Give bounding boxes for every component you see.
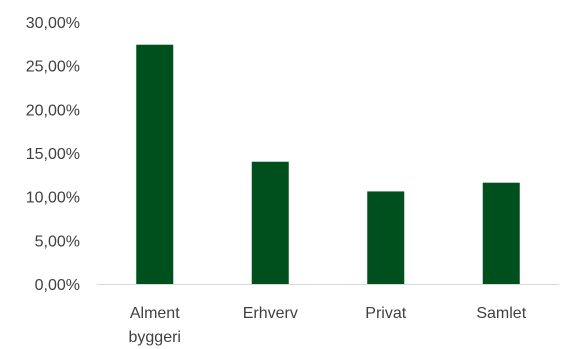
bars	[136, 44, 520, 284]
y-tick-label: 30,00%	[26, 15, 80, 32]
y-tick-label: 5,00%	[35, 233, 80, 250]
y-tick-label: 25,00%	[26, 59, 80, 76]
x-category-label: Erhverv	[243, 305, 298, 322]
x-axis-category-labels: Alment byggeri Erhverv Privat Samlet	[129, 305, 527, 346]
x-category-label-line: Privat	[365, 305, 406, 322]
y-axis-tick-labels: 0,00% 5,00% 10,00% 15,00% 20,00% 25,00% 30,00%	[26, 15, 80, 294]
x-category-label-line: byggeri	[129, 329, 181, 346]
x-category-label: Alment byggeri	[129, 305, 181, 346]
x-category-label-line: Erhverv	[243, 305, 298, 322]
x-category-label-line: Samlet	[476, 305, 526, 322]
x-category-label: Privat	[365, 305, 406, 322]
y-tick-label: 20,00%	[26, 102, 80, 119]
y-tick-label: 15,00%	[26, 146, 80, 163]
x-category-label: Samlet	[476, 305, 526, 322]
bar	[482, 182, 520, 284]
bar	[136, 44, 174, 284]
x-category-label-line: Alment	[130, 305, 180, 322]
bar	[367, 191, 405, 284]
bar	[251, 161, 289, 284]
y-tick-label: 10,00%	[26, 190, 80, 207]
y-tick-label: 0,00%	[35, 277, 80, 294]
